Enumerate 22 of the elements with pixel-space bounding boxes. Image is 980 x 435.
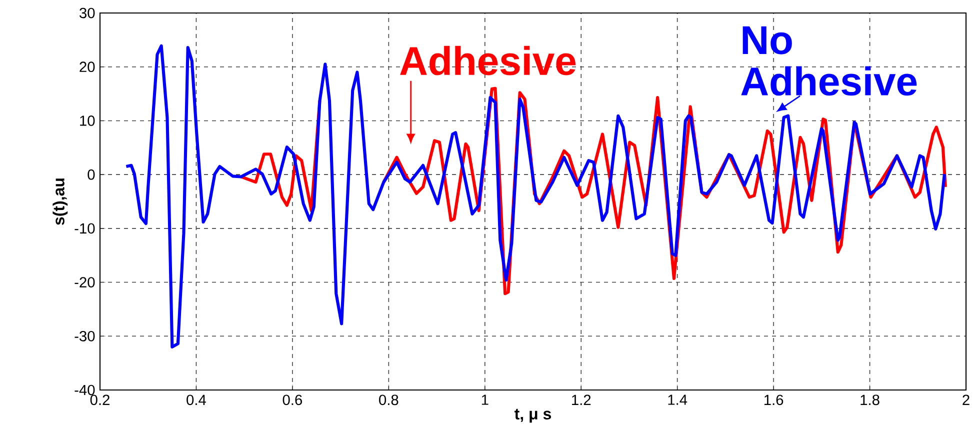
x-tick-label: 0.6 (282, 394, 302, 406)
x-tick-label: 1 (482, 394, 488, 405)
y-tick-label: 30 (80, 8, 95, 18)
x-tick-label: 1.6 (764, 394, 784, 406)
x-tick-label: 1.4 (668, 394, 688, 405)
y-tick-label: -40 (74, 384, 95, 396)
y-tick-label: 10 (80, 116, 95, 126)
annotation: Adhesive (400, 46, 576, 76)
x-tick-label: 0.8 (379, 394, 398, 406)
annotation: No Adhesive (741, 26, 917, 96)
x-tick-label: 0.4 (186, 394, 206, 406)
x-tick-label: 0.2 (90, 394, 110, 406)
x-tick-label: 1.8 (860, 394, 880, 406)
x-tick-label: 1.2 (572, 394, 591, 405)
y-tick-label: -30 (74, 330, 95, 342)
y-tick-label: 0 (88, 169, 95, 180)
y-tick-label: 20 (80, 62, 95, 72)
y-tick-label: -10 (74, 223, 95, 234)
x-tick-label: 2 (962, 394, 970, 405)
x-axis-title: t, μ s (514, 408, 552, 423)
y-axis-title: s(t),au (52, 178, 68, 225)
y-tick-label: -20 (74, 277, 95, 288)
